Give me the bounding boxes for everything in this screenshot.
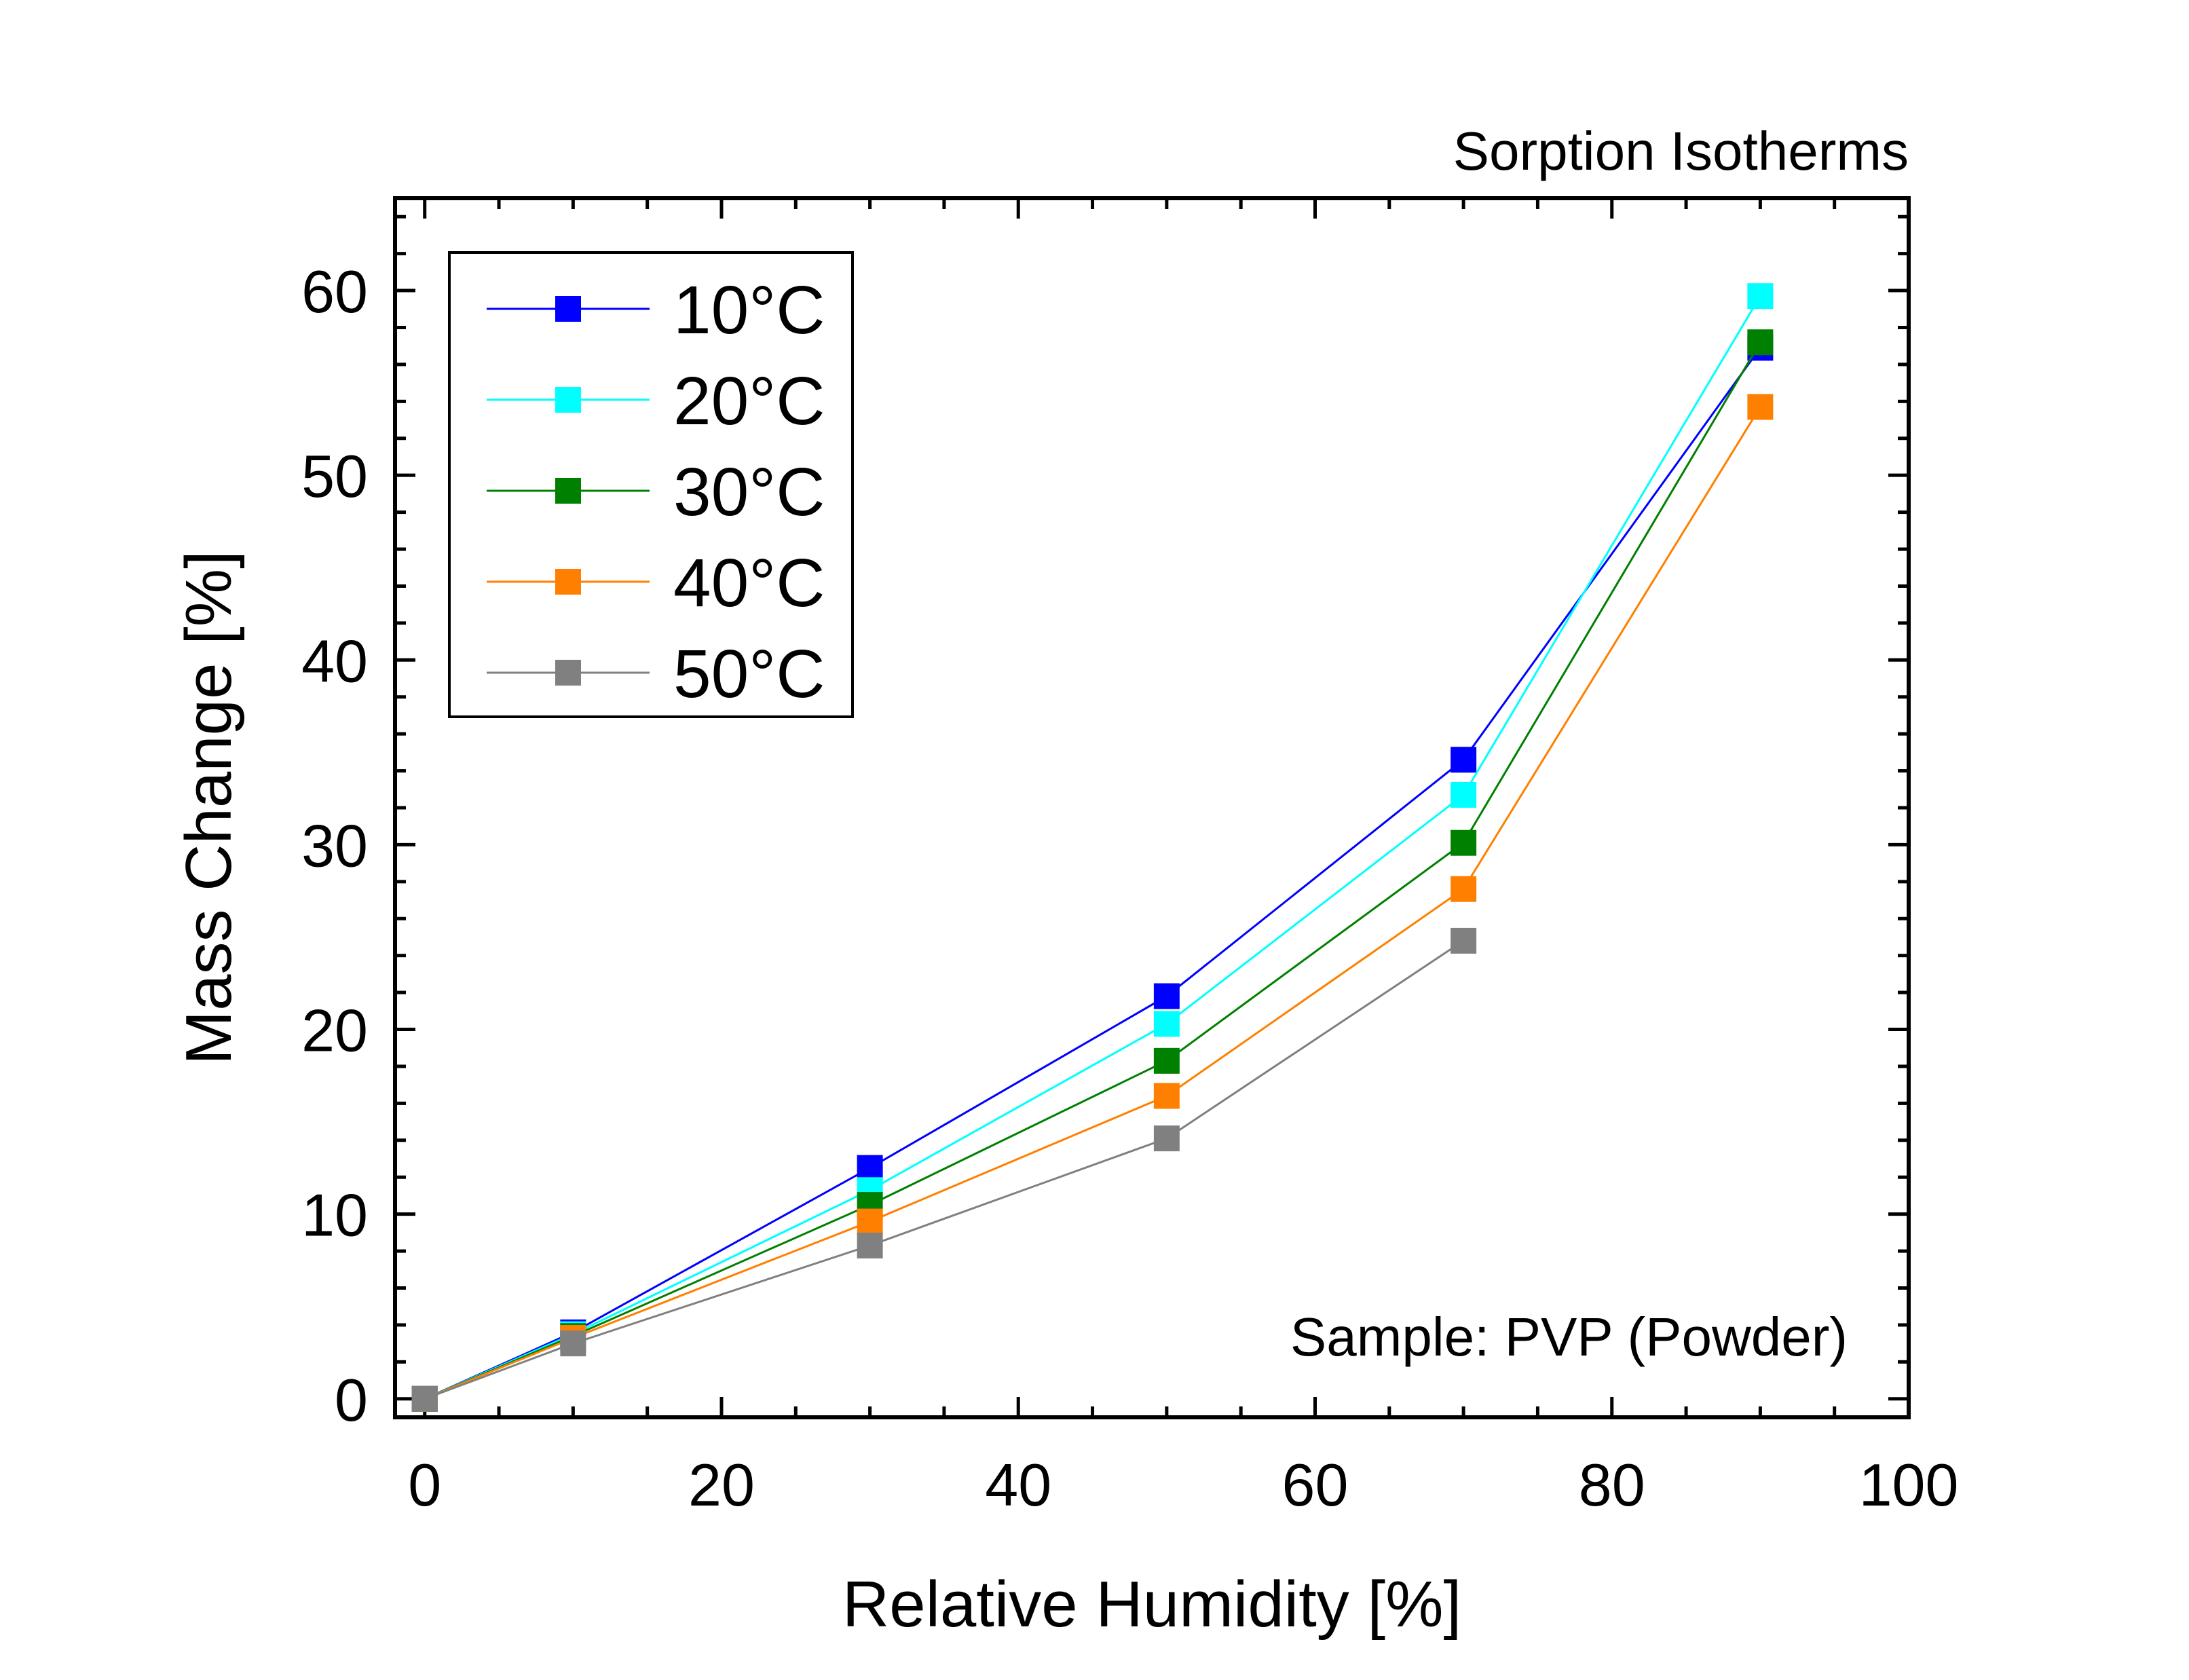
legend-marker [555, 296, 581, 322]
data-point [1153, 1011, 1180, 1037]
x-axis-label: Relative Humidity [%] [842, 1568, 1461, 1641]
data-point [1747, 329, 1774, 356]
x-tick-labels: 0 20 40 60 80 100 [408, 1451, 1958, 1518]
legend-label: 10°C [673, 272, 825, 348]
data-point [1153, 1125, 1180, 1152]
y-tick-label: 50 [301, 443, 368, 510]
x-tick-label: 0 [408, 1451, 441, 1518]
series-4 [411, 927, 1477, 1412]
data-point [857, 1232, 883, 1258]
data-point [1451, 781, 1477, 808]
data-point [1451, 829, 1477, 856]
y-tick-label: 30 [301, 812, 368, 879]
legend-label: 50°C [673, 636, 825, 712]
data-point [1451, 876, 1477, 902]
y-tick-labels: 0 10 20 30 40 50 60 [301, 258, 368, 1434]
data-point [1153, 1083, 1180, 1109]
data-point [1747, 394, 1774, 420]
legend-marker [555, 478, 581, 504]
legend-label: 30°C [673, 454, 825, 530]
y-tick-label: 10 [301, 1182, 368, 1249]
legend-entry: 50°C [487, 636, 825, 712]
legend: 10°C 20°C 30°C 40°C 50°C [448, 251, 854, 718]
series-line [424, 406, 1761, 1400]
data-point [1747, 283, 1774, 310]
legend-entry: 30°C [487, 454, 825, 530]
legend-marker [555, 660, 581, 686]
x-tick-label: 100 [1859, 1451, 1959, 1518]
data-point [1451, 747, 1477, 773]
series-line [424, 347, 1761, 1400]
y-axis-label: Mass Change [%] [172, 550, 245, 1065]
series-line [424, 341, 1761, 1400]
x-tick-label: 60 [1282, 1451, 1349, 1518]
data-point [1153, 1047, 1180, 1074]
legend-entry: 40°C [487, 545, 825, 621]
legend-marker [555, 387, 581, 413]
y-tick-label: 0 [335, 1366, 368, 1434]
y-tick-label: 60 [301, 258, 368, 325]
data-point [411, 1385, 438, 1412]
legend-label: 40°C [673, 545, 825, 621]
y-tick-label: 20 [301, 997, 368, 1064]
y-tick-label: 40 [301, 627, 368, 694]
x-tick-label: 40 [985, 1451, 1051, 1518]
data-point [857, 1155, 883, 1181]
data-point [1451, 927, 1477, 954]
chart-title: Sorption Isotherms [1453, 121, 1909, 181]
x-tick-label: 20 [688, 1451, 755, 1518]
data-point [560, 1330, 586, 1357]
legend-box [448, 251, 854, 718]
legend-label: 20°C [673, 363, 825, 439]
plot-frame [393, 196, 1911, 1419]
series-line [424, 295, 1761, 1400]
data-point [857, 1208, 883, 1235]
legend-marker [555, 569, 581, 595]
sample-annotation: Sample: PVP (Powder) [1290, 1307, 1848, 1367]
data-point [1153, 983, 1180, 1009]
x-tick-label: 80 [1579, 1451, 1645, 1518]
legend-entry: 10°C [487, 272, 825, 348]
series-layer [411, 283, 1774, 1412]
legend-entry: 20°C [487, 363, 825, 439]
